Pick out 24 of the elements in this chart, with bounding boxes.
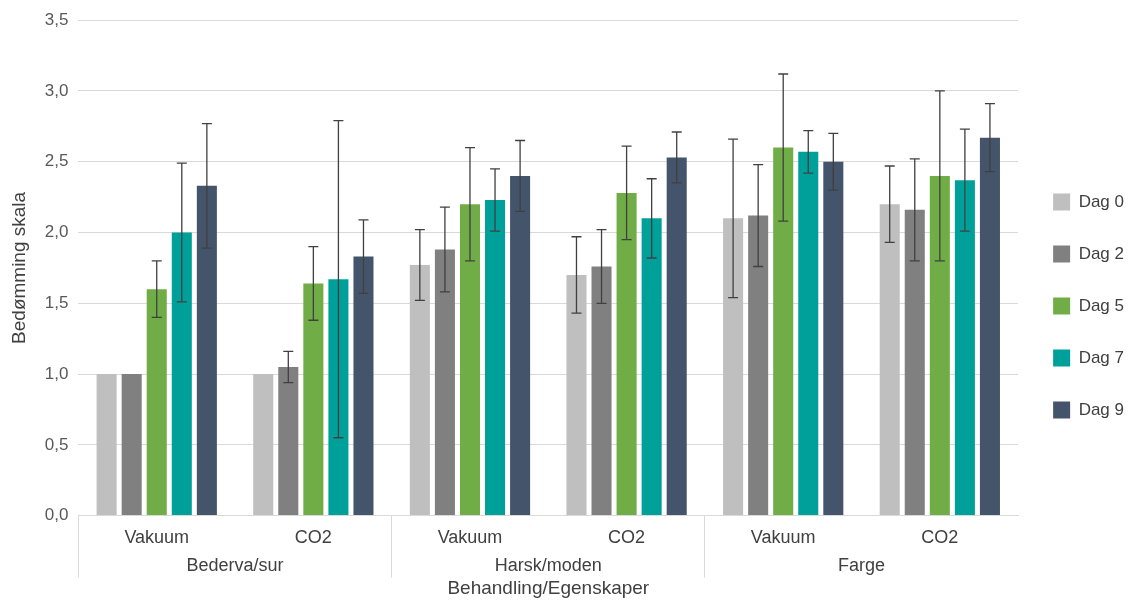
x-tick-label: Vakuum — [124, 527, 190, 548]
x-tick-label: Vakuum — [437, 527, 503, 548]
text: Bederva/sur — [186, 554, 284, 575]
y-tick-label: 0,0 — [44, 505, 69, 525]
x-tick-label: CO2 — [294, 527, 332, 548]
text: Harsk/moden — [494, 554, 602, 575]
legend-label: Dag 0 — [1078, 191, 1125, 211]
y-tick-label: 1,0 — [44, 363, 69, 383]
x-tick-label: CO2 — [921, 527, 959, 548]
y-tick-label: 3,0 — [44, 80, 69, 100]
legend-label: Dag 2 — [1078, 243, 1125, 263]
y-axis-title: Bedømming skala — [7, 191, 29, 344]
legend-label: Dag 5 — [1078, 295, 1125, 315]
x-tick-label: Vakuum — [750, 527, 816, 548]
x-axis-title: Behandling/Egenskaper — [447, 576, 650, 598]
legend-label: Dag 7 — [1078, 347, 1125, 367]
y-tick-label: 1,5 — [44, 292, 69, 312]
y-tick-label: 3,5 — [44, 9, 69, 29]
legend-label: Dag 9 — [1078, 399, 1125, 419]
x-tick-label: CO2 — [608, 527, 646, 548]
text: Farge — [838, 554, 886, 575]
y-tick-label: 2,5 — [44, 151, 69, 171]
y-tick-label: 0,5 — [44, 434, 69, 454]
y-tick-label: 2,0 — [44, 222, 69, 242]
